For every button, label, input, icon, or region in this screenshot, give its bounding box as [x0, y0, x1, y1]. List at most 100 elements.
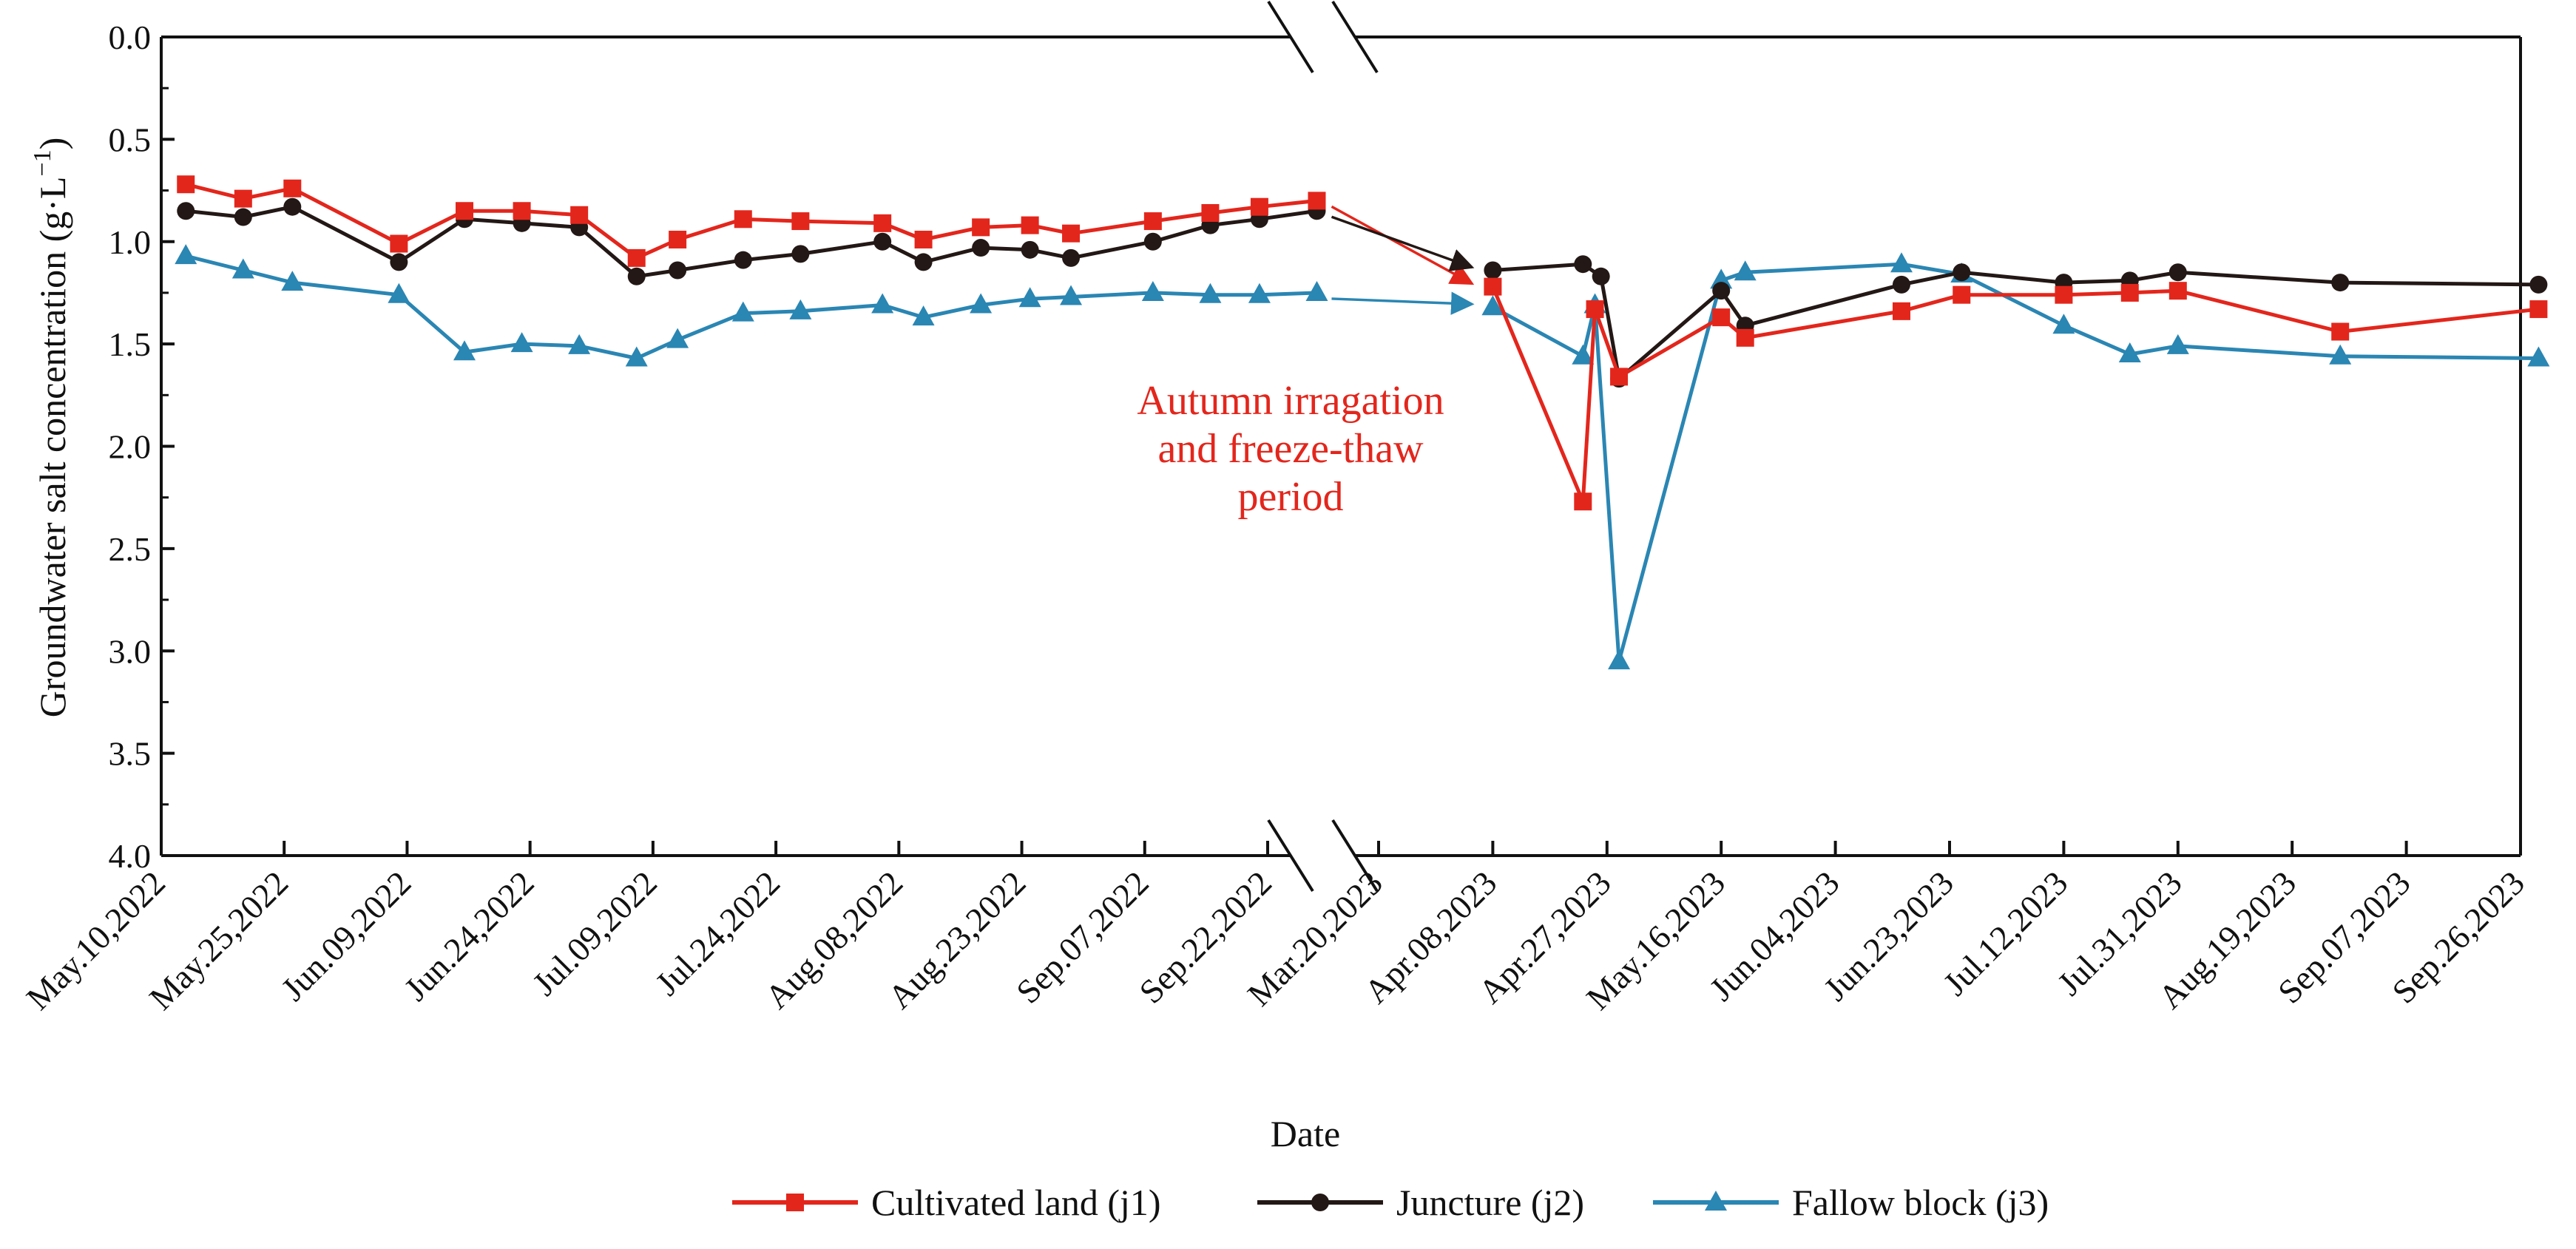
triangle-marker [789, 299, 812, 319]
circle-marker [283, 197, 302, 216]
triangle-marker [1018, 287, 1041, 308]
annotation-text-line: period [1237, 474, 1343, 520]
circle-marker [791, 245, 810, 263]
x-tick-label: Jul.09,2022 [525, 864, 664, 1003]
x-tick-label: Jun.24,2022 [397, 864, 541, 1008]
x-tick-label: Sep.07,2022 [1009, 864, 1156, 1011]
break-slash-3 [1331, 819, 1379, 893]
triangle-marker [731, 301, 754, 322]
circle-marker [1953, 263, 1971, 282]
y-tick-label: 3.5 [109, 735, 152, 773]
circle-marker [1021, 240, 1039, 259]
square-marker [2055, 285, 2073, 304]
triangle-marker [666, 328, 689, 348]
square-marker [177, 175, 195, 194]
annotation-text-line: and freeze-thaw [1157, 426, 1424, 472]
square-marker [2120, 283, 2139, 302]
square-marker [2331, 322, 2350, 341]
series-line-segment [185, 254, 1317, 360]
x-tick-label: Jul.12,2023 [1936, 864, 2075, 1003]
y-tick-label: 2.5 [109, 530, 152, 568]
triangle-marker [1890, 252, 1913, 273]
square-marker [570, 206, 589, 224]
triangle-marker [1248, 282, 1271, 303]
x-axis-title: Date [1271, 1113, 1340, 1154]
y-tick-label: 2.0 [109, 428, 152, 466]
break-slash-0 [1267, 0, 1314, 74]
triangle-marker [1608, 649, 1631, 670]
circle-marker [2529, 275, 2548, 294]
triangle-marker [281, 271, 304, 291]
break-arrow [1331, 205, 1475, 285]
plot-frame [160, 35, 2522, 857]
square-marker [873, 214, 892, 232]
x-axis: May.10,2022May.25,2022Jun.09,2022Jun.24,… [19, 841, 2532, 1017]
triangle-marker [568, 334, 591, 354]
triangle-marker [1705, 1191, 1727, 1211]
circle-marker [1062, 248, 1081, 267]
axis-break-marks [1267, 0, 1379, 893]
triangle-marker [2166, 334, 2189, 354]
square-marker [914, 230, 933, 248]
y-tick-label: 1.5 [109, 325, 152, 363]
annotation-text-line: Autumn irragation [1137, 378, 1444, 424]
break-slash-2 [1267, 819, 1314, 893]
square-marker [1021, 216, 1039, 234]
square-marker [1308, 192, 1326, 210]
circle-marker [1311, 1194, 1329, 1211]
square-marker [283, 179, 302, 197]
triangle-marker [970, 293, 993, 314]
series-line-segment [185, 205, 1317, 279]
triangle-marker [388, 282, 410, 303]
circle-marker [669, 261, 687, 280]
series-layer [175, 175, 2550, 670]
circle-marker [234, 208, 252, 226]
triangle-marker [2527, 346, 2550, 367]
y-tick-label: 1.0 [109, 223, 152, 261]
y-tick-label: 0.5 [109, 121, 152, 158]
square-marker [1586, 300, 1604, 319]
circle-marker [1143, 232, 1162, 251]
series-cultivated-land-j1- [177, 175, 2548, 511]
circle-marker [1892, 275, 1910, 294]
triangle-marker [871, 293, 894, 314]
series-line-segment [1492, 262, 2539, 663]
series-line-segment [1491, 285, 2539, 504]
legend: Cultivated land (j1) Juncture (j2) Fallow … [732, 1182, 2049, 1223]
y-tick-label: 0.0 [109, 18, 152, 56]
square-marker [669, 230, 687, 248]
square-marker [1712, 308, 1731, 327]
circle-marker [2168, 263, 2187, 282]
square-marker [456, 202, 474, 220]
square-marker [1610, 368, 1629, 386]
legend-item: Cultivated land (j1) [732, 1182, 1161, 1223]
break-slash-1 [1331, 0, 1379, 74]
y-tick-label: 4.0 [109, 837, 152, 875]
triangle-marker [1060, 285, 1083, 305]
circle-marker [2331, 274, 2350, 292]
circle-marker [1484, 261, 1502, 280]
square-marker [513, 202, 531, 220]
series-line-segment [185, 182, 1317, 260]
triangle-marker [1199, 282, 1222, 303]
square-marker [1062, 224, 1081, 243]
square-marker [1953, 285, 1971, 304]
triangle-marker [453, 340, 476, 361]
triangle-marker [912, 305, 935, 326]
square-marker [791, 212, 810, 231]
circle-marker [873, 232, 892, 251]
triangle-marker [1734, 260, 1757, 281]
triangle-marker [1305, 280, 1328, 301]
square-marker [2529, 300, 2548, 319]
square-marker [1484, 277, 1502, 296]
square-marker [1736, 328, 1754, 347]
legend-label: Juncture (j2) [1396, 1182, 1584, 1223]
triangle-marker [1141, 280, 1164, 301]
square-marker [1892, 302, 1910, 320]
square-marker [1143, 212, 1162, 231]
circle-marker [177, 202, 195, 220]
circle-marker [627, 267, 646, 285]
square-marker [390, 234, 408, 253]
triangle-marker [2329, 344, 2352, 365]
square-marker [972, 218, 990, 237]
